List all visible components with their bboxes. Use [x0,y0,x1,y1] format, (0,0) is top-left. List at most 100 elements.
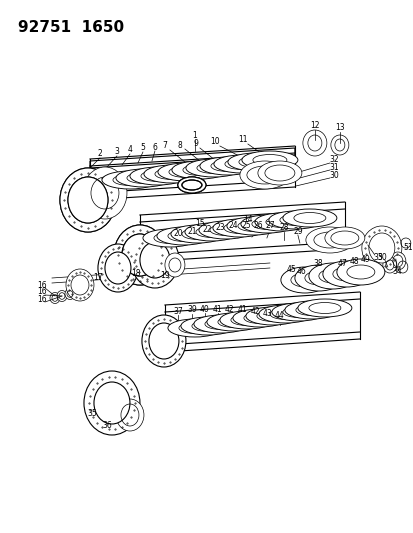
Ellipse shape [116,399,144,431]
Ellipse shape [297,299,351,317]
Ellipse shape [171,161,228,179]
Text: 23: 23 [215,222,224,231]
Ellipse shape [240,215,294,233]
Ellipse shape [142,229,197,247]
Ellipse shape [322,261,370,287]
Ellipse shape [178,177,205,193]
Ellipse shape [389,252,405,270]
Ellipse shape [105,252,131,284]
Text: 51: 51 [402,244,412,253]
Text: 30: 30 [328,171,338,180]
Ellipse shape [214,155,269,173]
Text: 29: 29 [292,227,302,236]
Ellipse shape [324,227,364,249]
Text: 1: 1 [192,132,197,141]
Text: 20: 20 [173,230,182,238]
Text: 2: 2 [97,149,102,158]
Ellipse shape [60,168,116,232]
Ellipse shape [164,253,185,277]
Text: 43: 43 [262,309,272,318]
Ellipse shape [294,265,342,291]
Ellipse shape [361,226,401,270]
Text: 24: 24 [228,222,237,230]
Ellipse shape [239,161,289,189]
Text: 48: 48 [349,256,359,265]
Text: 49: 49 [360,254,370,263]
Text: 15: 15 [195,219,204,228]
Ellipse shape [131,232,178,288]
Ellipse shape [185,159,241,177]
Ellipse shape [254,213,308,231]
Text: 12: 12 [309,122,319,131]
Ellipse shape [330,135,348,155]
Ellipse shape [268,211,322,229]
Ellipse shape [140,242,169,278]
Ellipse shape [98,244,138,292]
Text: 18: 18 [131,269,140,278]
Text: 7: 7 [162,141,167,150]
Ellipse shape [157,163,214,181]
Ellipse shape [336,259,384,285]
Ellipse shape [212,219,266,237]
Ellipse shape [102,171,157,189]
Ellipse shape [233,309,286,327]
Ellipse shape [305,227,353,253]
Ellipse shape [130,167,185,185]
Ellipse shape [199,157,255,175]
Ellipse shape [144,165,199,183]
Ellipse shape [116,169,171,187]
Ellipse shape [50,293,60,303]
Ellipse shape [60,168,116,232]
Ellipse shape [308,263,356,289]
Ellipse shape [206,313,260,331]
Ellipse shape [219,311,273,329]
Text: 42: 42 [225,304,234,313]
Text: 16: 16 [37,287,47,296]
Text: 26: 26 [252,221,262,230]
Text: 31: 31 [328,163,338,172]
Text: 14: 14 [242,214,252,223]
Ellipse shape [171,225,224,243]
Ellipse shape [142,315,185,367]
Ellipse shape [71,275,89,295]
Text: 19: 19 [160,271,169,279]
Text: 46: 46 [296,268,306,277]
Text: 92751  1650: 92751 1650 [18,20,124,35]
Ellipse shape [83,167,127,219]
Ellipse shape [271,303,325,321]
Text: 33: 33 [372,254,382,262]
Ellipse shape [257,161,301,185]
Text: 25: 25 [240,221,250,230]
Ellipse shape [193,315,247,333]
Text: 21: 21 [187,227,196,236]
Ellipse shape [185,223,238,241]
Ellipse shape [280,267,328,293]
Text: 45: 45 [286,265,296,274]
Ellipse shape [178,177,205,193]
Text: 47: 47 [337,259,347,268]
Text: 22: 22 [202,224,211,233]
Text: 41: 41 [213,304,222,313]
Ellipse shape [180,317,234,335]
Ellipse shape [94,382,130,424]
Ellipse shape [284,301,338,319]
Ellipse shape [68,177,108,223]
Ellipse shape [226,217,280,235]
Ellipse shape [114,225,166,285]
Text: 50: 50 [376,253,386,262]
Text: 8: 8 [177,141,182,149]
Text: 4: 4 [127,146,132,155]
Ellipse shape [149,323,178,359]
Text: 41: 41 [237,305,247,314]
Ellipse shape [157,227,210,245]
Ellipse shape [168,319,221,337]
Text: 37: 37 [173,306,183,316]
Text: 16: 16 [37,280,47,289]
Ellipse shape [65,288,75,300]
Text: 39: 39 [187,305,196,314]
Ellipse shape [302,130,326,156]
Ellipse shape [245,307,299,325]
Text: 34: 34 [391,266,401,276]
Ellipse shape [84,371,140,435]
Text: 13: 13 [334,124,344,133]
